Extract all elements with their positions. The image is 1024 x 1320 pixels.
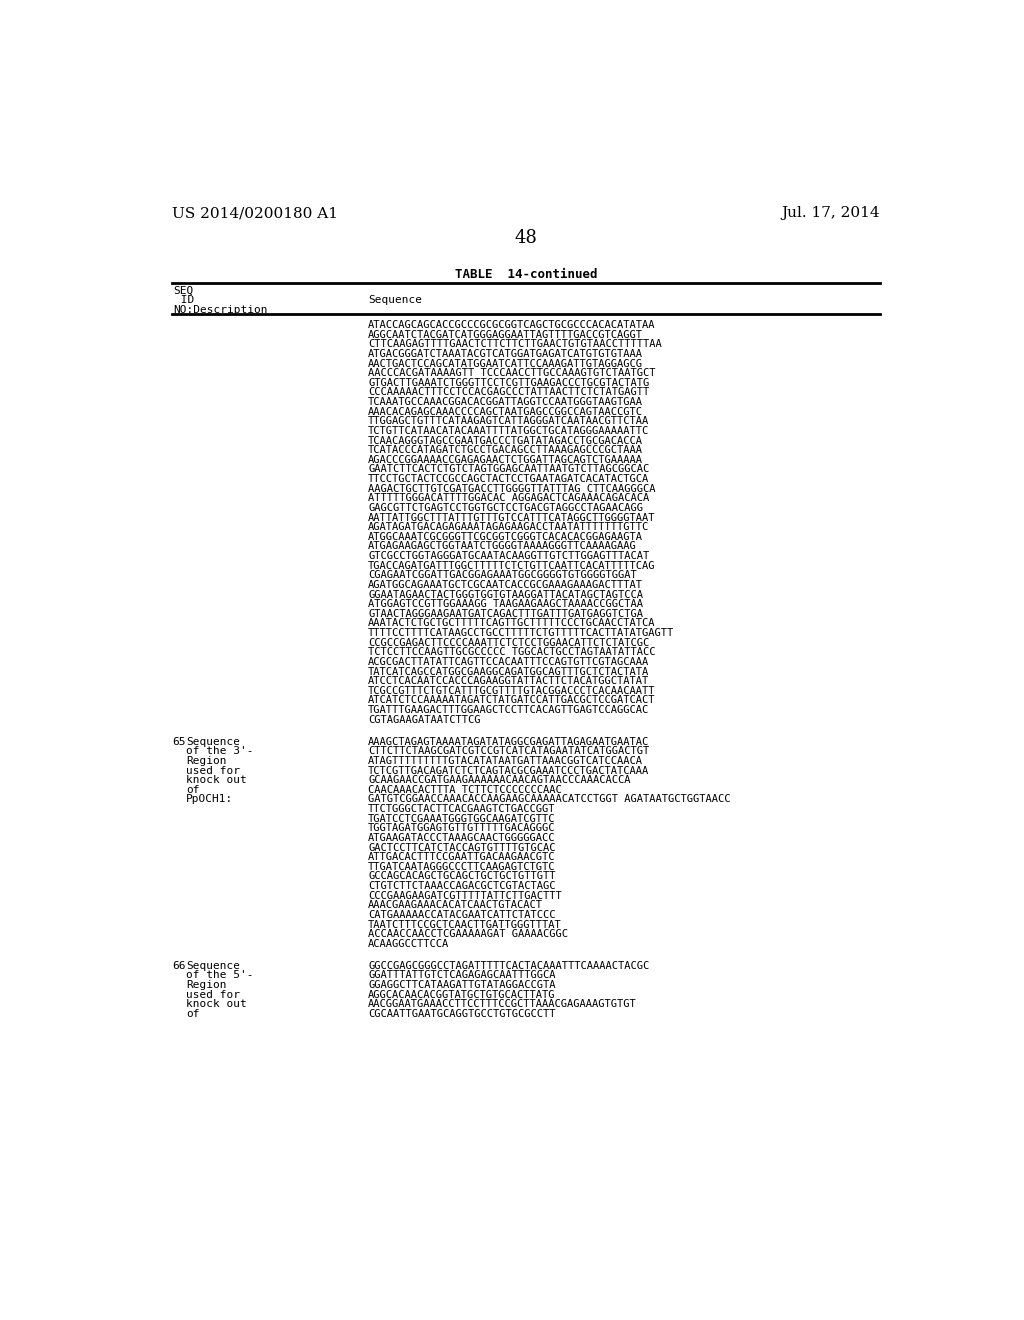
Text: Jul. 17, 2014: Jul. 17, 2014 bbox=[781, 206, 880, 220]
Text: Sequence: Sequence bbox=[369, 296, 422, 305]
Text: TCAAATGCCAAACGGACACGGATTAGGTCCAATGGGTAAGTGAA: TCAAATGCCAAACGGACACGGATTAGGTCCAATGGGTAAG… bbox=[369, 397, 643, 407]
Text: Region: Region bbox=[186, 979, 226, 990]
Text: CGTAGAAGATAATCTTCG: CGTAGAAGATAATCTTCG bbox=[369, 714, 480, 725]
Text: ACGCGACTTATATTCAGTTCCACAATTTCCAGTGTTCGTAGCAAA: ACGCGACTTATATTCAGTTCCACAATTTCCAGTGTTCGTA… bbox=[369, 657, 649, 667]
Text: ATCATCTCCAAAAATAGATCTATGATCCATTGACGCTCCGATCACT: ATCATCTCCAAAAATAGATCTATGATCCATTGACGCTCCG… bbox=[369, 696, 655, 705]
Text: TATCATCAGCCATGGCGAAGGCAGATGGCAGTTTGCTCTACTATA: TATCATCAGCCATGGCGAAGGCAGATGGCAGTTTGCTCTA… bbox=[369, 667, 649, 677]
Text: TCGCCGTTTCTGTCATTTGCGTTTTGTACGGACCCTCACAACAATT: TCGCCGTTTCTGTCATTTGCGTTTTGTACGGACCCTCACA… bbox=[369, 686, 655, 696]
Text: Sequence: Sequence bbox=[186, 737, 240, 747]
Text: CTGTCTTCTAAACCAGACGCTCGTACTAGC: CTGTCTTCTAAACCAGACGCTCGTACTAGC bbox=[369, 880, 556, 891]
Text: ATGGAGTCCGTTGGAAAGG TAAGAAGAAGCTAAAACCGGCTAA: ATGGAGTCCGTTGGAAAGG TAAGAAGAAGCTAAAACCGG… bbox=[369, 599, 643, 610]
Text: TTGATCAATAGGGCCCTTCAAGAGTCTGTC: TTGATCAATAGGGCCCTTCAAGAGTCTGTC bbox=[369, 862, 556, 871]
Text: AGGCACAACACGGTATGCTGTGCACTTATG: AGGCACAACACGGTATGCTGTGCACTTATG bbox=[369, 990, 556, 999]
Text: CGAGAATCGGATTGACGGAGAAATGGCGGGGTGTGGGGTGGAT: CGAGAATCGGATTGACGGAGAAATGGCGGGGTGTGGGGTG… bbox=[369, 570, 637, 581]
Text: GAATCTTCACTCTGTCTAGTGGAGCAATTAATGTCTTAGCGGCAC: GAATCTTCACTCTGTCTAGTGGAGCAATTAATGTCTTAGC… bbox=[369, 465, 649, 474]
Text: TCAACAGGGTAGCCGAATGACCCTGATATAGACCTGCGACACCA: TCAACAGGGTAGCCGAATGACCCTGATATAGACCTGCGAC… bbox=[369, 436, 643, 446]
Text: TGATCCTCGAAATGGGTGGCAAGATCGTTC: TGATCCTCGAAATGGGTGGCAAGATCGTTC bbox=[369, 813, 556, 824]
Text: GGAATAGAACTACTGGGTGGTGTAAGGATTACATAGCTAGTCCA: GGAATAGAACTACTGGGTGGTGTAAGGATTACATAGCTAG… bbox=[369, 590, 643, 599]
Text: GGATTTATTGTCTCAGAGAGCAATTTGGCA: GGATTTATTGTCTCAGAGAGCAATTTGGCA bbox=[369, 970, 556, 981]
Text: TTTTCCTTTTCATAAGCCTGCCTTTTTCTGTTTTTCACTTATATGAGTT: TTTTCCTTTTCATAAGCCTGCCTTTTTCTGTTTTTCACTT… bbox=[369, 628, 675, 638]
Text: GGCCGAGCGGGCCTAGATTTTTCACTACAAATTTCAAAACTACGC: GGCCGAGCGGGCCTAGATTTTTCACTACAAATTTCAAAAC… bbox=[369, 961, 649, 970]
Text: ATGAAGATACCCTAAAGCAACTGGGGGACC: ATGAAGATACCCTAAAGCAACTGGGGGACC bbox=[369, 833, 556, 843]
Text: AGATGGCAGAAATGCTCGCAATCACCGCGAAAGAAAGACTTTAT: AGATGGCAGAAATGCTCGCAATCACCGCGAAAGAAAGACT… bbox=[369, 579, 643, 590]
Text: TGACCAGATGATTTGGCTTTTTCTCTGTTCAATTCACATTTTTCAG: TGACCAGATGATTTGGCTTTTTCTCTGTTCAATTCACATT… bbox=[369, 561, 655, 570]
Text: AGGCAATCTACGATCATGGGAGGAATTAGTTTTGACCGTCAGGT: AGGCAATCTACGATCATGGGAGGAATTAGTTTTGACCGTC… bbox=[369, 330, 643, 339]
Text: of the 3'-: of the 3'- bbox=[186, 746, 254, 756]
Text: ATTTTTGGGACATTTTGGACAC AGGAGACTCAGAAACAGACACA: ATTTTTGGGACATTTTGGACAC AGGAGACTCAGAAACAG… bbox=[369, 494, 649, 503]
Text: GGAGGCTTCATAAGATTGTATAGGACCGTA: GGAGGCTTCATAAGATTGTATAGGACCGTA bbox=[369, 979, 556, 990]
Text: CCCGAAGAAGATCGTTTTTATTCTTGACTTT: CCCGAAGAAGATCGTTTTTATTCTTGACTTT bbox=[369, 891, 562, 900]
Text: GTAACTAGGGAAGAATGATCAGACTTTGATTTGATGAGGTCTGA: GTAACTAGGGAAGAATGATCAGACTTTGATTTGATGAGGT… bbox=[369, 609, 643, 619]
Text: GAGCGTTCTGAGTCCTGGTGCTCCTGACGTAGGCCTAGAACAGG: GAGCGTTCTGAGTCCTGGTGCTCCTGACGTAGGCCTAGAA… bbox=[369, 503, 643, 513]
Text: AACGGAATGAAACCTTCCTTTCCGCTTAAACGAGAAAGTGTGT: AACGGAATGAAACCTTCCTTTCCGCTTAAACGAGAAAGTG… bbox=[369, 999, 637, 1010]
Text: AAACACAGAGCAAACCCCAGCTAATGAGCCGGCCAGTAACCGTC: AAACACAGAGCAAACCCCAGCTAATGAGCCGGCCAGTAAC… bbox=[369, 407, 643, 417]
Text: ATACCAGCAGCACCGCCCGCGCGGTCAGCTGCGCCCACACATATAA: ATACCAGCAGCACCGCCCGCGCGGTCAGCTGCGCCCACAC… bbox=[369, 321, 655, 330]
Text: ACCAACCAACCTCGAAAAAGAT GAAAACGGC: ACCAACCAACCTCGAAAAAGAT GAAAACGGC bbox=[369, 929, 568, 939]
Text: AGACCCGGAAAACCGAGAGAACTCTGGATTAGCAGTCTGAAAAA: AGACCCGGAAAACCGAGAGAACTCTGGATTAGCAGTCTGA… bbox=[369, 455, 643, 465]
Text: of: of bbox=[186, 1008, 200, 1019]
Text: CTTCTTCTAAGCGATCGTCCGTCATCATAGAATATCATGGACTGT: CTTCTTCTAAGCGATCGTCCGTCATCATAGAATATCATGG… bbox=[369, 746, 649, 756]
Text: GCCAGCACAGCTGCAGCTGCTGCTGTTGTT: GCCAGCACAGCTGCAGCTGCTGCTGTTGTT bbox=[369, 871, 556, 882]
Text: of: of bbox=[186, 785, 200, 795]
Text: Sequence: Sequence bbox=[186, 961, 240, 970]
Text: CAACAAACACTTTA TCTTCTCCCCCCCAAC: CAACAAACACTTTA TCTTCTCCCCCCCAAC bbox=[369, 785, 562, 795]
Text: ATCCTCACAATCCACCCAGAAGGTATTACTTCTACATGGCTATAT: ATCCTCACAATCCACCCAGAAGGTATTACTTCTACATGGC… bbox=[369, 676, 649, 686]
Text: ATTGACACTTTCCGAATTGACAAGAACGTC: ATTGACACTTTCCGAATTGACAAGAACGTC bbox=[369, 853, 556, 862]
Text: AAGACTGCTTGTCGATGACCTTGGGGTTATTTAG CTTCAAGGGCA: AAGACTGCTTGTCGATGACCTTGGGGTTATTTAG CTTCA… bbox=[369, 483, 655, 494]
Text: GTCGCCTGGTAGGGATGCAATACAAGGTTGTCTTGGAGTTTACAT: GTCGCCTGGTAGGGATGCAATACAAGGTTGTCTTGGAGTT… bbox=[369, 552, 649, 561]
Text: TTCCTGCTACTCCGCCAGCTACTCCTGAATAGATCACATACTGCA: TTCCTGCTACTCCGCCAGCTACTCCTGAATAGATCACATA… bbox=[369, 474, 649, 484]
Text: NO:Description: NO:Description bbox=[174, 305, 268, 315]
Text: PpOCH1:: PpOCH1: bbox=[186, 795, 233, 804]
Text: AACCCACGATAAAAGTT TCCCAACCTTGCCAAAGTGTCTAATGCT: AACCCACGATAAAAGTT TCCCAACCTTGCCAAAGTGTCT… bbox=[369, 368, 655, 379]
Text: TTGGAGCTGTTTCATAAGAGTCATTAGGGATCAATAACGTTCTAA: TTGGAGCTGTTTCATAAGAGTCATTAGGGATCAATAACGT… bbox=[369, 416, 649, 426]
Text: SEQ: SEQ bbox=[174, 285, 194, 296]
Text: AACTGACTCCAGCATATGGAATCATTCCAAAGATTGTAGGAGCG: AACTGACTCCAGCATATGGAATCATTCCAAAGATTGTAGG… bbox=[369, 359, 643, 368]
Text: TCTCCTTCCAAGTTGCGCCCCC TGGCACTGCCTAGTAATATTACC: TCTCCTTCCAAGTTGCGCCCCC TGGCACTGCCTAGTAAT… bbox=[369, 647, 655, 657]
Text: TABLE  14-continued: TABLE 14-continued bbox=[455, 268, 597, 281]
Text: US 2014/0200180 A1: US 2014/0200180 A1 bbox=[172, 206, 338, 220]
Text: used for: used for bbox=[186, 990, 240, 999]
Text: TCTGTTCATAACATACAAATTTTATGGCTGCATAGGGAAAAATTC: TCTGTTCATAACATACAAATTTTATGGCTGCATAGGGAAA… bbox=[369, 426, 649, 436]
Text: AAATACTCTGCTGCTTTTTCAGTTGCTTTTTCCCTGCAACCTATCA: AAATACTCTGCTGCTTTTTCAGTTGCTTTTTCCCTGCAAC… bbox=[369, 619, 655, 628]
Text: AAACGAAGAAACACATCAACTGTACACT: AAACGAAGAAACACATCAACTGTACACT bbox=[369, 900, 544, 911]
Text: ATGACGGGATCTAAATACGTCATGGATGAGATCATGTGTGTAAA: ATGACGGGATCTAAATACGTCATGGATGAGATCATGTGTG… bbox=[369, 348, 643, 359]
Text: ATAGTTTTTTTTTGTACATATAATGATTAAACGGTCATCCAACA: ATAGTTTTTTTTTGTACATATAATGATTAAACGGTCATCC… bbox=[369, 756, 643, 766]
Text: ID: ID bbox=[174, 296, 194, 305]
Text: CCGCCGAGACTTCCCCAAATTCTCTCCTGGAACATTCTCTATCGC: CCGCCGAGACTTCCCCAAATTCTCTCCTGGAACATTCTCT… bbox=[369, 638, 649, 648]
Text: CGCAATTGAATGCAGGTGCCTGTGCGCCTT: CGCAATTGAATGCAGGTGCCTGTGCGCCTT bbox=[369, 1008, 556, 1019]
Text: TCTCGTTGACAGATCTCTCAGTACGCGAAATCCCTGACTATCAAA: TCTCGTTGACAGATCTCTCAGTACGCGAAATCCCTGACTA… bbox=[369, 766, 649, 776]
Text: ATGGCAAATCGCGGGTTCGCGGTCGGGTCACACACGGAGAAGTA: ATGGCAAATCGCGGGTTCGCGGTCGGGTCACACACGGAGA… bbox=[369, 532, 643, 541]
Text: ATGAGAAGAGCTGGTAATCTGGGGTAAAAGGGTTCAAAAGAAG: ATGAGAAGAGCTGGTAATCTGGGGTAAAAGGGTTCAAAAG… bbox=[369, 541, 637, 552]
Text: TGGTAGATGGAGTGTTGTTTTTGACAGGGC: TGGTAGATGGAGTGTTGTTTTTGACAGGGC bbox=[369, 824, 556, 833]
Text: TAATCTTTCCGCTCAACTTGATTGGGTTTAT: TAATCTTTCCGCTCAACTTGATTGGGTTTAT bbox=[369, 920, 562, 929]
Text: AAAGCTAGAGTAAAATAGATATAGGCGAGATTAGAGAATGAATAC: AAAGCTAGAGTAAAATAGATATAGGCGAGATTAGAGAATG… bbox=[369, 737, 649, 747]
Text: GATGTCGGAACCAAACACCAAGAAGCAAAAACATCCTGGT AGATAATGCTGGTAACC: GATGTCGGAACCAAACACCAAGAAGCAAAAACATCCTGGT… bbox=[369, 795, 731, 804]
Text: 48: 48 bbox=[514, 230, 538, 247]
Text: AATTATTGGCTTTATTTGTTTGTCCATTTCATAGGCTTGGGGTAAT: AATTATTGGCTTTATTTGTTTGTCCATTTCATAGGCTTGG… bbox=[369, 512, 655, 523]
Text: 66: 66 bbox=[172, 961, 185, 970]
Text: TTCTGGGCTACTTCACGAAGTCTGACCGGT: TTCTGGGCTACTTCACGAAGTCTGACCGGT bbox=[369, 804, 556, 814]
Text: CTTCAAGAGTTTTGAACTCTTCTTCTTGAACTGTGTAACCTTTTTAA: CTTCAAGAGTTTTGAACTCTTCTTCTTGAACTGTGTAACC… bbox=[369, 339, 662, 350]
Text: TCATACCCATAGATCTGCCTGACAGCCTTAAAGAGCCCGCTAAA: TCATACCCATAGATCTGCCTGACAGCCTTAAAGAGCCCGC… bbox=[369, 445, 643, 455]
Text: CCCAAAAACTTTCCTCCACGAGCCCTATTAACTTCTCTATGAGTT: CCCAAAAACTTTCCTCCACGAGCCCTATTAACTTCTCTAT… bbox=[369, 388, 649, 397]
Text: TGATTTGAAGACTTTGGAAGCTCCTTCACAGTTGAGTCCAGGCAC: TGATTTGAAGACTTTGGAAGCTCCTTCACAGTTGAGTCCA… bbox=[369, 705, 649, 715]
Text: Region: Region bbox=[186, 756, 226, 766]
Text: ACAAGGCCTTCCA: ACAAGGCCTTCCA bbox=[369, 939, 450, 949]
Text: of the 5'-: of the 5'- bbox=[186, 970, 254, 981]
Text: knock out: knock out bbox=[186, 775, 247, 785]
Text: used for: used for bbox=[186, 766, 240, 776]
Text: 65: 65 bbox=[172, 737, 185, 747]
Text: CATGAAAAACCATACGAATCATTCTATCCC: CATGAAAAACCATACGAATCATTCTATCCC bbox=[369, 909, 556, 920]
Text: GCAAGAACCGATGAAGAAAAAACAACAGTAACCCAAACACCA: GCAAGAACCGATGAAGAAAAAACAACAGTAACCCAAACAC… bbox=[369, 775, 631, 785]
Text: knock out: knock out bbox=[186, 999, 247, 1010]
Text: AGATAGATGACAGAGAAATAGAGAAGACCTAATATTTTTTTGTTC: AGATAGATGACAGAGAAATAGAGAAGACCTAATATTTTTT… bbox=[369, 523, 649, 532]
Text: GTGACTTGAAATCTGGGTTCCTCGTTGAAGACCCTGCGTACTATG: GTGACTTGAAATCTGGGTTCCTCGTTGAAGACCCTGCGTA… bbox=[369, 378, 649, 388]
Text: GACTCCTTCATCTACCAGTGTTTTGTGCAC: GACTCCTTCATCTACCAGTGTTTTGTGCAC bbox=[369, 842, 556, 853]
